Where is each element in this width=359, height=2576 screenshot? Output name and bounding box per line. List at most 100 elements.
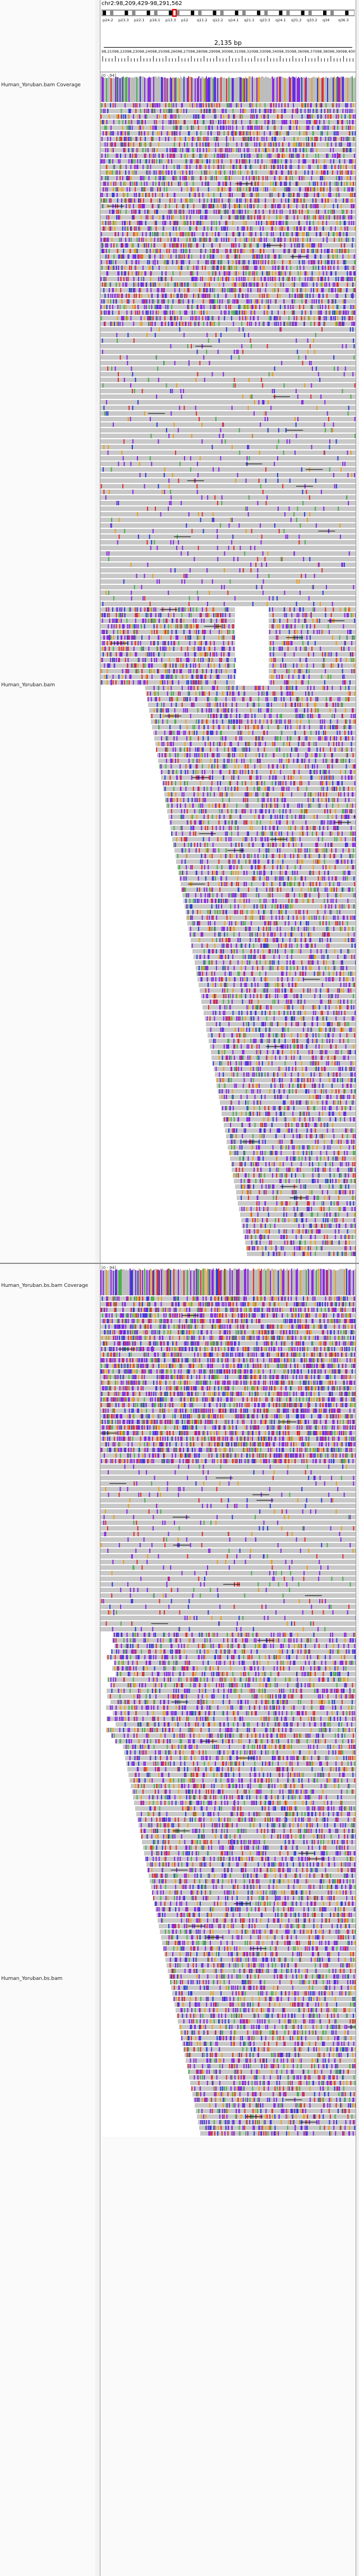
mismatch: [163, 243, 164, 248]
coverage-bar: [219, 77, 220, 102]
mismatch: [330, 316, 332, 320]
mismatch: [245, 294, 247, 298]
alignment-read: [100, 344, 356, 348]
mismatch: [261, 562, 263, 567]
mismatch: [137, 148, 139, 152]
mismatch: [239, 232, 241, 236]
mismatch: [346, 232, 347, 236]
track-label-yoruban-coverage[interactable]: Human_Yoruban.bam Coverage: [1, 82, 81, 88]
mismatch: [275, 103, 277, 108]
mismatch: [273, 249, 274, 253]
mismatch: [348, 187, 350, 192]
mismatch: [128, 176, 130, 180]
mismatch: [136, 574, 137, 578]
mismatch: [318, 159, 320, 164]
mismatch: [334, 125, 335, 130]
ruler-panel[interactable]: chr2:98,209,429-98,291,562 p24.2 p23.3 p22…: [100, 0, 356, 72]
cytoband: [205, 11, 209, 15]
mismatch: [282, 271, 284, 276]
mismatch: [333, 204, 334, 208]
mismatch: [333, 210, 335, 214]
mismatch: [351, 159, 353, 164]
mismatch: [289, 182, 291, 186]
mismatch: [139, 193, 140, 197]
mismatch: [317, 277, 319, 281]
mismatch: [136, 249, 137, 253]
coverage-bar: [317, 78, 318, 102]
mismatch: [315, 254, 316, 259]
mismatch: [312, 125, 314, 130]
track-label-yoruban-bs-coverage[interactable]: Human_Yoruban.bs.bam Coverage: [1, 1283, 88, 1289]
mismatch: [335, 294, 337, 298]
mismatch: [139, 131, 140, 136]
chromosome-ideogram[interactable]: [102, 9, 355, 17]
mismatch: [199, 288, 200, 292]
mismatch: [128, 204, 130, 208]
alignment-track-1[interactable]: [100, 103, 356, 1261]
mismatch: [243, 131, 245, 136]
coverage-bar: [351, 77, 352, 102]
mismatch: [217, 557, 219, 561]
mismatch: [213, 210, 215, 214]
mismatch: [259, 322, 260, 326]
mismatch: [121, 109, 122, 113]
mismatch: [279, 277, 280, 281]
mismatch: [275, 271, 277, 276]
mismatch: [137, 114, 139, 119]
mismatch: [262, 176, 264, 180]
mismatch: [136, 271, 137, 276]
mismatch: [160, 176, 162, 180]
mismatch: [225, 249, 227, 253]
mismatch: [214, 238, 216, 242]
mismatch: [262, 490, 264, 494]
mismatch: [187, 187, 188, 192]
coverage-track-1[interactable]: [100, 73, 356, 102]
coverage-bar: [209, 77, 210, 102]
mismatch: [135, 249, 136, 253]
mismatch: [292, 238, 294, 242]
mismatch: [289, 439, 291, 444]
mismatch: [205, 316, 206, 320]
mismatch: [102, 383, 104, 388]
mismatch: [310, 148, 312, 152]
cytoband-label: p24.2: [103, 18, 113, 22]
mismatch: [109, 260, 111, 264]
mismatch: [340, 142, 342, 147]
mismatch: [157, 210, 158, 214]
mismatch: [228, 305, 229, 309]
mismatch: [341, 176, 343, 180]
mismatch: [283, 529, 285, 533]
coverage-bar: [162, 77, 163, 102]
mismatch: [310, 187, 311, 192]
mismatch: [321, 299, 323, 304]
mismatch: [154, 221, 155, 225]
mismatch: [301, 210, 303, 214]
mismatch: [136, 137, 137, 141]
mismatch: [243, 226, 245, 231]
mismatch: [346, 238, 347, 242]
mismatch: [237, 254, 238, 259]
mismatch: [339, 159, 340, 164]
mismatch: [354, 114, 356, 119]
mismatch: [297, 215, 298, 220]
mismatch: [100, 238, 102, 242]
mismatch: [348, 215, 349, 220]
mismatch: [287, 221, 288, 225]
mismatch: [144, 484, 145, 489]
mismatch: [280, 238, 282, 242]
mismatch: [321, 198, 323, 203]
mismatch: [306, 232, 307, 236]
mismatch: [290, 159, 292, 164]
mismatch: [170, 389, 172, 393]
mismatch: [231, 316, 232, 320]
coverage-bar: [268, 77, 269, 102]
mismatch: [194, 316, 196, 320]
cytoband: [117, 11, 121, 15]
mismatch: [134, 198, 136, 203]
mismatch: [180, 243, 182, 248]
track-label-yoruban-bam[interactable]: Human_Yoruban.bam: [1, 682, 55, 688]
mismatch: [217, 534, 218, 539]
track-label-yoruban-bs-bam[interactable]: Human_Yoruban.bs.bam: [1, 1976, 62, 1982]
mismatch: [344, 266, 346, 270]
mismatch: [343, 232, 344, 236]
